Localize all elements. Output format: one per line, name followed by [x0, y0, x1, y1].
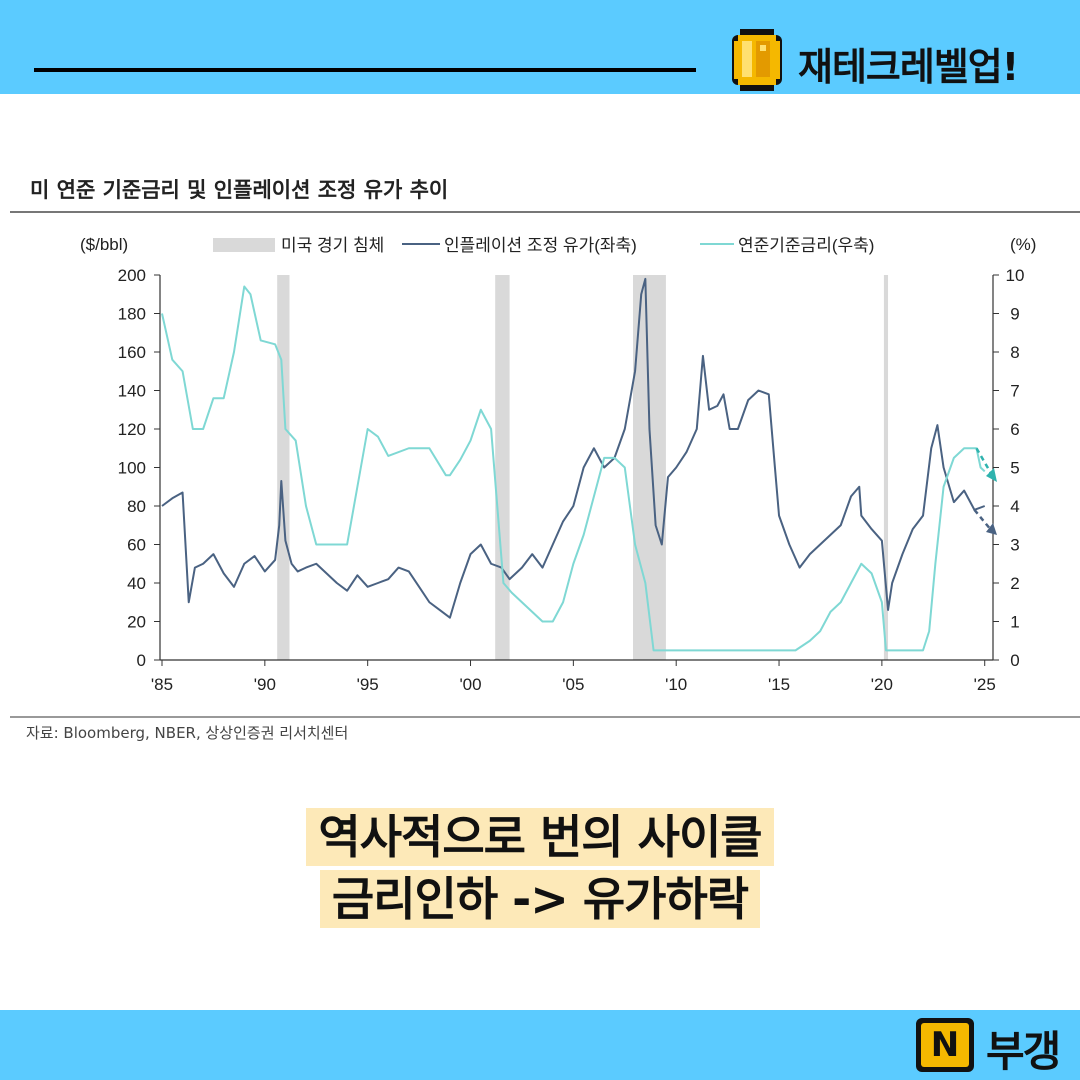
legend-rate-label: 연준기준금리(우축): [738, 236, 874, 255]
source-note: 자료: Bloomberg, NBER, 상상인증권 리서치센터: [26, 724, 349, 742]
x-tick-label: '00: [459, 675, 481, 694]
n-logo-letter: N: [930, 1025, 960, 1065]
left-tick-label: 100: [118, 459, 146, 478]
legend-recession-label: 미국 경기 침체: [281, 236, 384, 255]
recession-band: [495, 275, 510, 660]
title-divider: [10, 211, 1080, 213]
header-rule: [34, 68, 696, 72]
x-tick-label: '05: [562, 675, 584, 694]
x-tick-label: '25: [974, 675, 996, 694]
recession-band: [883, 275, 889, 660]
left-tick-label: 20: [127, 613, 146, 632]
right-tick-label: 5: [1010, 459, 1019, 478]
right-tick-label: 6: [1010, 420, 1019, 439]
right-axis-unit: (%): [1010, 235, 1036, 254]
left-tick-label: 80: [127, 497, 146, 516]
n-logo-icon: [916, 1018, 974, 1072]
oil-forecast-line: [973, 509, 992, 531]
chart-title: 미 연준 기준금리 및 인플레이션 조정 유가 추이: [30, 178, 449, 202]
right-tick-label: 8: [1010, 343, 1019, 362]
footer-name: 부갱: [986, 1027, 1061, 1076]
header-bar: [0, 0, 1080, 94]
right-tick-label: 4: [1010, 497, 1019, 516]
x-tick-label: '85: [151, 675, 173, 694]
legend-recession-swatch: [213, 238, 275, 252]
footer-bar: [0, 1010, 1080, 1080]
legend-oil-label: 인플레이션 조정 유가(좌축): [444, 236, 637, 255]
left-tick-label: 60: [127, 536, 146, 555]
right-tick-label: 3: [1010, 536, 1019, 555]
left-axis-unit: ($/bbl): [80, 235, 128, 254]
right-tick-label: 1: [1010, 613, 1019, 632]
source-divider: [10, 716, 1080, 718]
rate-series-line: [161, 285, 986, 652]
left-tick-label: 200: [118, 266, 146, 285]
oil-forecast-arrowhead: [986, 522, 997, 535]
right-tick-label: 10: [1006, 266, 1025, 285]
caption-line-1: 역사적으로 번의 사이클: [306, 808, 774, 866]
oil-rate-chart: 0 20 40 60 80 100 120 140 160 180 200 0 1 2 3 4 5 6 7 8 9 10 '…: [80, 235, 1036, 694]
brand-title: 재테크레벨업!: [798, 45, 1019, 89]
x-tick-label: '90: [254, 675, 276, 694]
right-tick-label: 7: [1010, 382, 1019, 401]
left-tick-label: 160: [118, 343, 146, 362]
left-tick-label: 180: [118, 305, 146, 324]
left-tick-label: 0: [137, 651, 146, 670]
recession-band: [277, 275, 290, 660]
rate-forecast-arrowhead: [986, 468, 997, 483]
pixel-coin-icon: [732, 29, 782, 91]
left-tick-label: 40: [127, 574, 146, 593]
x-tick-label: '95: [357, 675, 379, 694]
caption-line-2: 금리인하 -> 유가하락: [319, 870, 761, 928]
right-tick-label: 2: [1010, 574, 1019, 593]
x-tick-label: '20: [871, 675, 893, 694]
left-tick-label: 120: [118, 420, 146, 439]
left-tick-label: 140: [118, 382, 146, 401]
x-tick-label: '15: [768, 675, 790, 694]
x-tick-label: '10: [665, 675, 687, 694]
oil-series-line: [161, 277, 986, 619]
right-tick-label: 9: [1010, 305, 1019, 324]
right-tick-label: 0: [1010, 651, 1019, 670]
caption: 역사적으로 번의 사이클 금리인하 -> 유가하락: [0, 808, 1080, 932]
